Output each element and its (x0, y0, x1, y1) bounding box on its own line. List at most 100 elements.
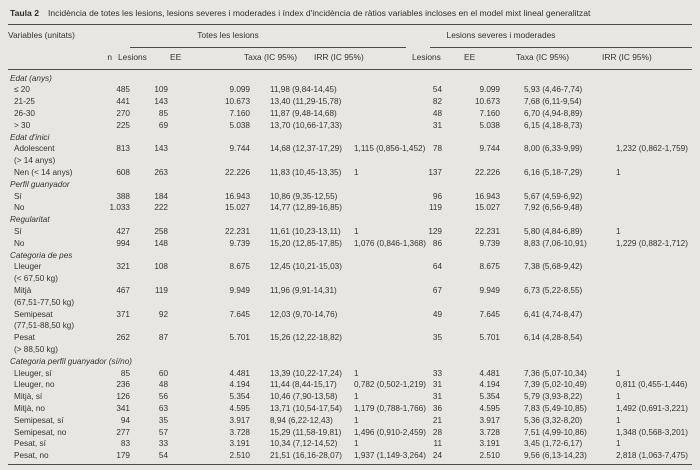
table-caption: Taula 2 Incidència de totes les lesions, … (8, 0, 692, 24)
cell-ee-sm: 5.354 (479, 392, 501, 402)
cell-lesions-total: 222 (154, 203, 168, 213)
cell-n: 94 (120, 415, 130, 425)
cell-n: 83 (120, 439, 130, 449)
cell-taxa-sm: 5,80 (4,84-6,89) (524, 226, 583, 236)
cell-n: 371 (116, 309, 130, 319)
cell-ee-sm: 3.917 (479, 415, 501, 425)
cell-taxa-sm: 5,79 (3,93-8,22) (524, 392, 583, 402)
cell-taxa-total: 21,51 (16,16-28,07) (270, 451, 342, 461)
cell-lesions-total: 56 (158, 392, 168, 402)
cell-taxa-sm: 6,70 (4,94-8,89) (524, 108, 583, 118)
cell-irr-sm: 0,811 (0,455-1,446) (616, 380, 688, 390)
cell-ee-sm: 22.231 (474, 226, 500, 236)
cell-lesions-total: 143 (154, 144, 168, 154)
cell-n: 485 (116, 85, 130, 95)
cell-lesions-total: 48 (158, 380, 168, 390)
cell-ee-total: 9.739 (229, 238, 251, 248)
cell-taxa-sm: 8,00 (6,33-9,99) (524, 144, 583, 154)
cell-irr-total: 1,115 (0,856-1,452) (354, 144, 426, 154)
cell-taxa-total: 13,70 (10,66-17,33) (270, 120, 342, 130)
table-row: > 30 225 69 5.038 13,70 (10,66-17,33) 31… (8, 120, 692, 132)
cell-ee-sm: 4.481 (479, 368, 501, 378)
cell-irr-sm: 1 (616, 368, 621, 378)
col-header-ee-2: EE (464, 51, 476, 62)
cell-lesions-total: 119 (154, 285, 168, 295)
cell-taxa-total: 13,40 (11,29-15,78) (270, 97, 342, 107)
cell-ee-sm: 22.226 (474, 167, 500, 177)
cell-irr-total: 1,496 (0,910-2,459) (354, 427, 426, 437)
col-header-irr-2: IRR (IC 95%) (602, 51, 652, 62)
cell-lesions-sm: 35 (432, 333, 442, 343)
row-label: Sí (14, 226, 22, 236)
cell-lesions-total: 87 (158, 333, 168, 343)
cell-taxa-sm: 7,51 (4,99-10,86) (524, 427, 587, 437)
cell-taxa-sm: 6,73 (5,22-8,55) (524, 285, 583, 295)
cell-lesions-total: 258 (154, 226, 168, 236)
col-header-irr-1: IRR (IC 95%) (314, 51, 364, 62)
cell-irr-sm: 1,232 (0,862-1,759) (616, 144, 688, 154)
cell-lesions-total: 109 (154, 85, 168, 95)
cell-lesions-sm: 49 (432, 309, 442, 319)
cell-ee-total: 5.038 (229, 120, 251, 130)
cell-n: 321 (116, 262, 130, 272)
section-title: Categoria perfil guanyador (sí/no) (10, 356, 132, 366)
section-title: Regularitat (10, 215, 50, 225)
cell-taxa-total: 14,77 (12,89-16,85) (270, 203, 342, 213)
row-label: 21-25 (14, 97, 35, 107)
cell-taxa-total: 11,98 (9,84-14,45) (270, 85, 337, 95)
cell-n: 427 (116, 226, 130, 236)
cell-irr-sm: 1 (616, 415, 621, 425)
cell-ee-total: 4.481 (229, 368, 251, 378)
cell-ee-total: 8.675 (229, 262, 251, 272)
cell-ee-total: 3.917 (229, 415, 251, 425)
cell-ee-sm: 2.510 (479, 451, 501, 461)
table-row: ≤ 20 485 109 9.099 11,98 (9,84-14,45) 54… (8, 84, 692, 96)
cell-taxa-sm: 6,16 (5,18-7,29) (524, 167, 583, 177)
cell-n: 270 (116, 108, 130, 118)
cell-taxa-total: 14,68 (12,37-17,29) (270, 144, 342, 154)
cell-ee-sm: 7.645 (479, 309, 501, 319)
table-row: Nen (< 14 anys) 608 263 22.226 11,83 (10… (8, 167, 692, 179)
cell-taxa-sm: 7,36 (5,07-10,34) (524, 368, 587, 378)
cell-ee-total: 15.027 (224, 203, 250, 213)
cell-irr-total: 1,179 (0,788-1,766) (354, 403, 426, 413)
col-header-lesions-1: Lesions (118, 51, 147, 62)
header-rule (8, 68, 692, 70)
cell-lesions-total: 143 (154, 97, 168, 107)
row-label: Mitjà, no (14, 403, 45, 413)
cell-ee-sm: 5.701 (479, 333, 501, 343)
table-row: Pesat, no 179 54 2.510 21,51 (16,16-28,0… (8, 450, 692, 462)
cell-lesions-sm: 137 (428, 167, 442, 177)
cell-taxa-sm: 7,39 (5,02-10,49) (524, 380, 587, 390)
section-row: Categoria perfil guanyador (sí/no) (8, 356, 692, 368)
cell-lesions-total: 263 (154, 167, 168, 177)
row-label: Mitjà, sí (14, 392, 43, 402)
cell-irr-sm: 1 (616, 392, 621, 402)
cell-ee-total: 2.510 (229, 451, 251, 461)
cell-irr-sm: 2,818 (1,063-7,475) (616, 451, 688, 461)
cell-ee-total: 22.226 (224, 167, 250, 177)
table-row: Lleuger, sí 85 60 4.481 13,39 (10,22-17,… (8, 368, 692, 380)
cell-ee-total: 3.191 (229, 439, 251, 449)
cell-lesions-total: 63 (158, 403, 168, 413)
cell-irr-total: 1 (354, 415, 359, 425)
cell-lesions-sm: 24 (432, 451, 442, 461)
cell-taxa-sm: 6,15 (4,18-8,73) (524, 120, 583, 130)
cell-taxa-total: 11,44 (8,44-15,17) (270, 380, 337, 390)
header-group-row: Variables (unitats) Totes les lesions Le… (8, 25, 692, 48)
variables-header: Variables (unitats) (8, 30, 75, 40)
table-row: Pesat, sí 83 33 3.191 10,34 (7,12-14,52)… (8, 438, 692, 450)
cell-lesions-sm: 67 (432, 285, 442, 295)
cell-ee-sm: 9.739 (479, 238, 501, 248)
group-header-totes-les-lesions: Totes les lesions (130, 30, 406, 48)
table-row: Semipesat, sí 94 35 3.917 8,94 (6,22-12,… (8, 415, 692, 427)
cell-ee-total: 9.744 (229, 144, 251, 154)
col-header-n: n (107, 51, 112, 62)
section-row: Categoria de pes (8, 250, 692, 262)
cell-taxa-total: 12,03 (9,70-14,76) (270, 309, 338, 319)
cell-ee-total: 7.645 (229, 309, 251, 319)
row-label: > 30 (14, 120, 31, 130)
table-row: 26-30 270 85 7.160 11,87 (9,48-14,68) 48… (8, 108, 692, 120)
section-title: Edat (anys) (10, 73, 52, 83)
cell-lesions-sm: 31 (432, 392, 442, 402)
